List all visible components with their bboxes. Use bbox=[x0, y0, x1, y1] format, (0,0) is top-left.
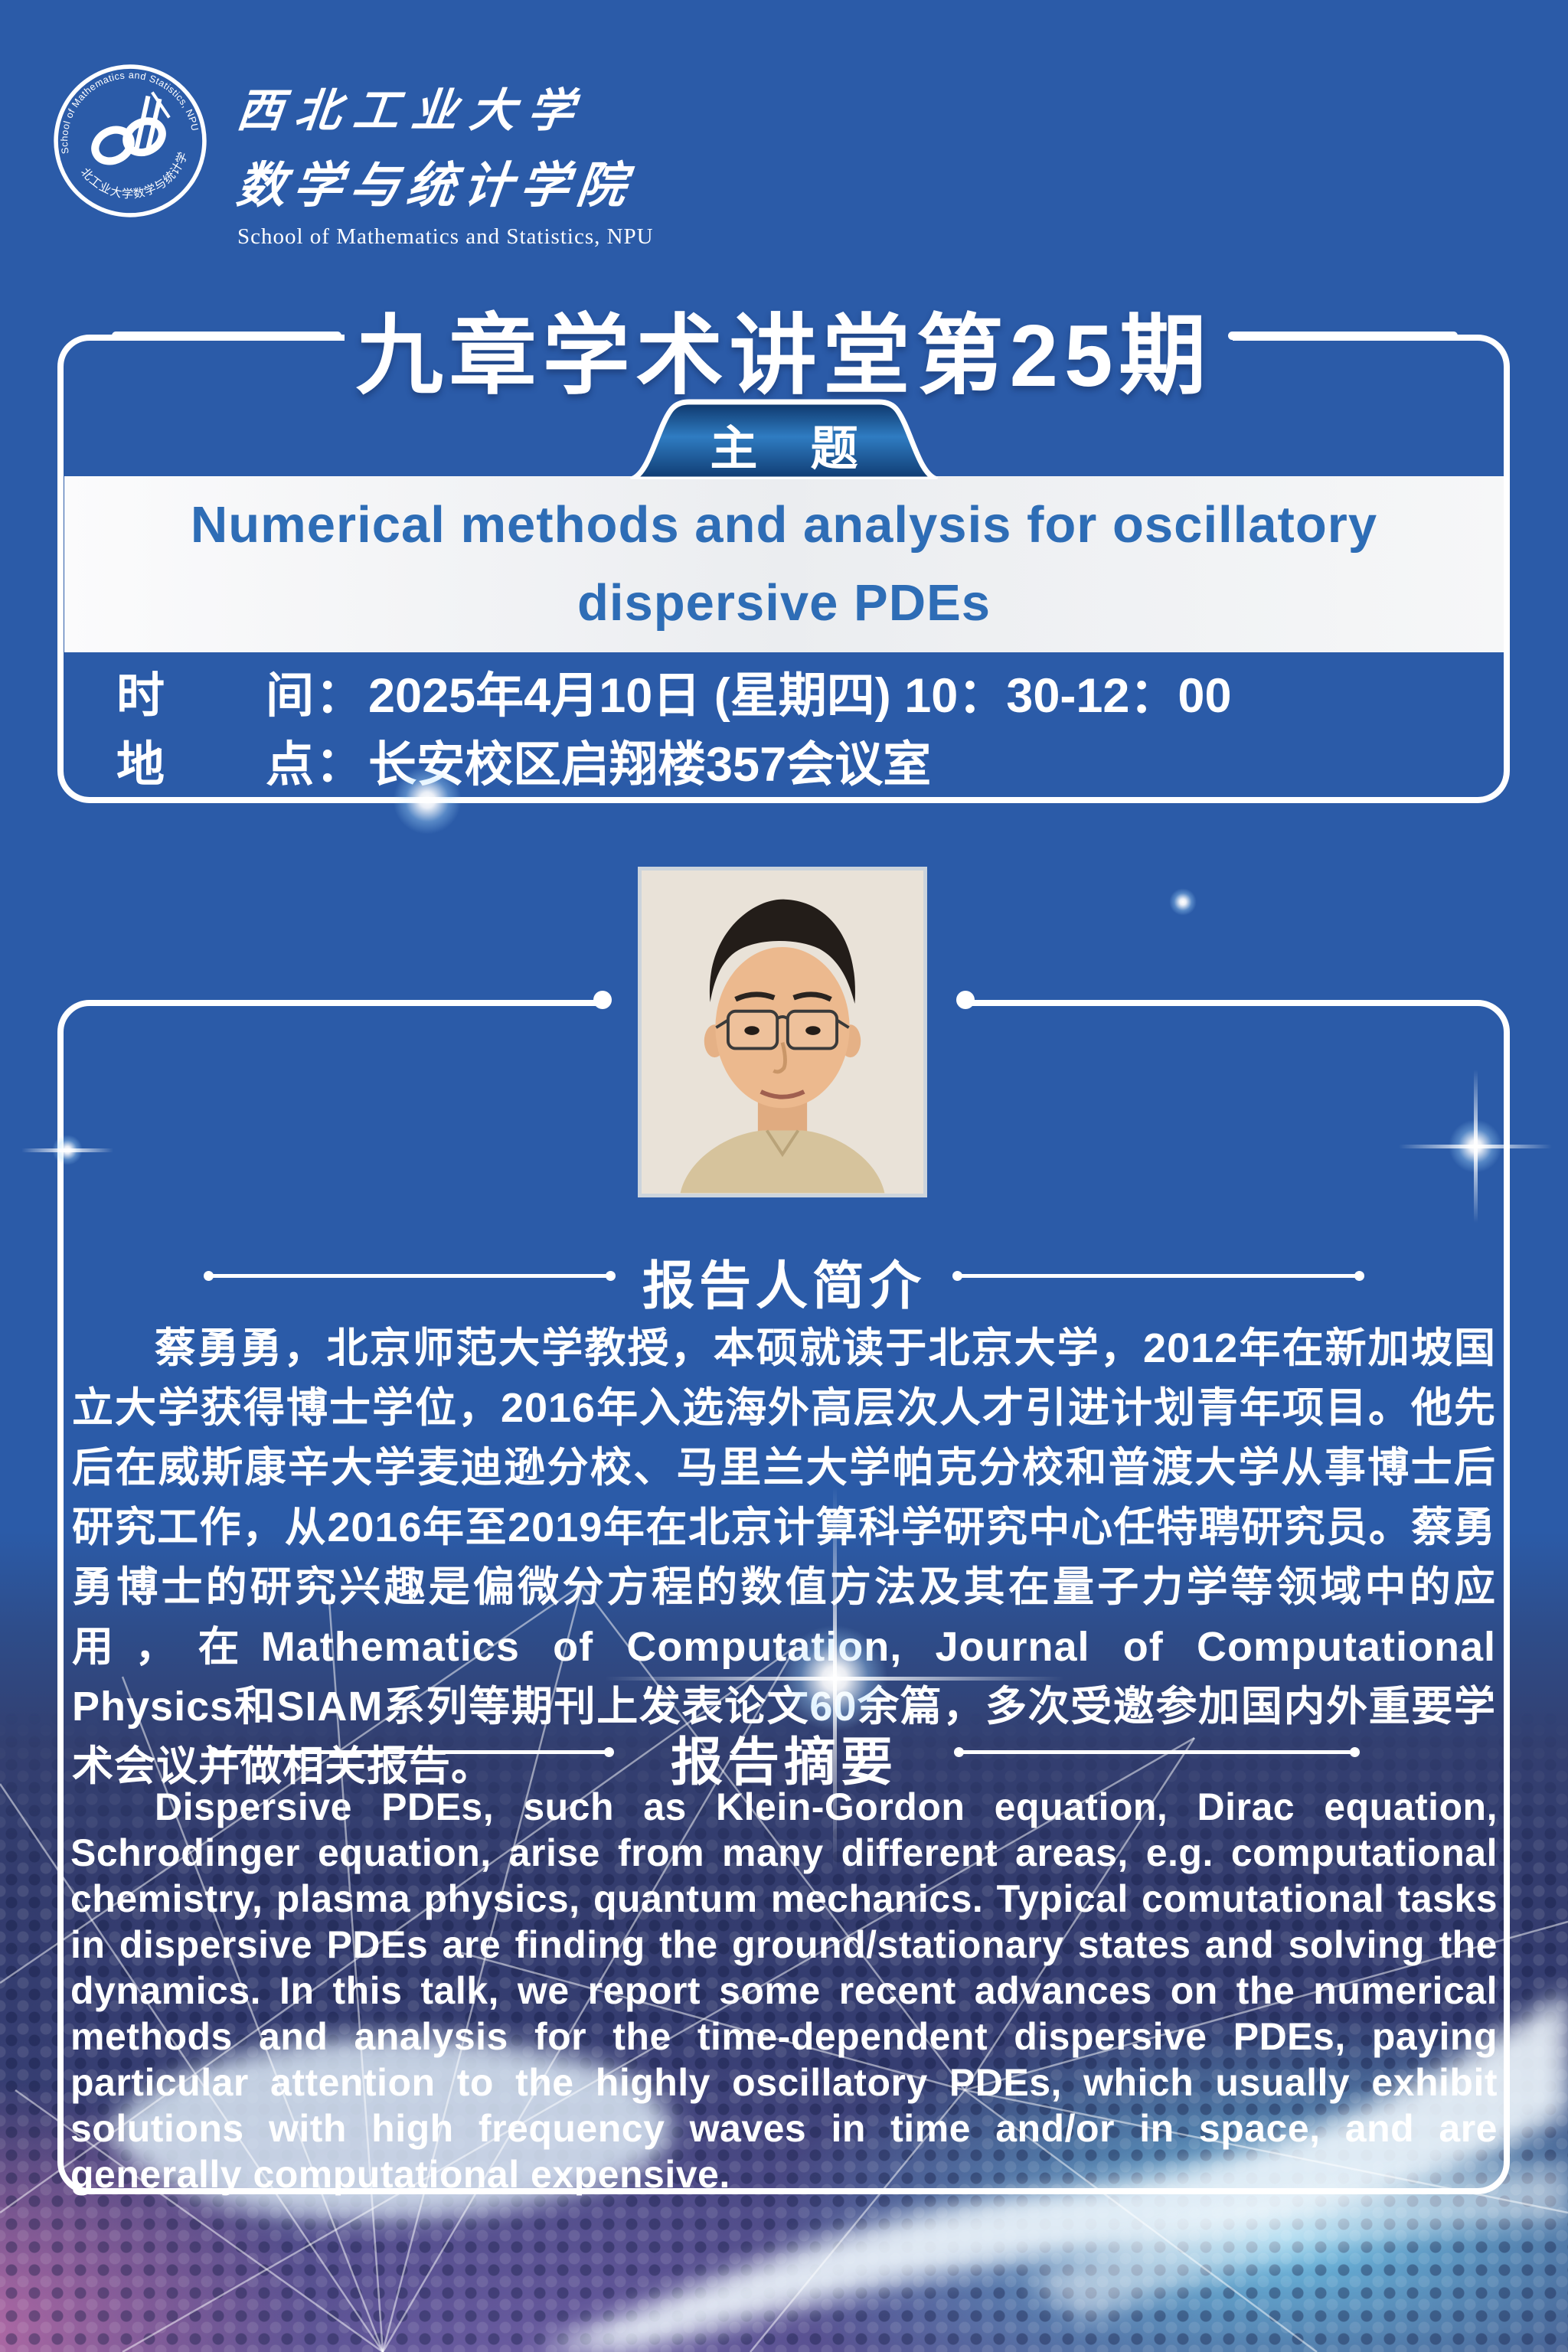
brand-text-block: 西北工业大学 数学与统计学院 School of Mathematics and… bbox=[234, 74, 654, 250]
talk-title-line-2: dispersive PDEs bbox=[577, 574, 991, 632]
talk-title-line-1: Numerical methods and analysis for oscil… bbox=[190, 496, 1378, 554]
speaker-photo bbox=[638, 867, 927, 1197]
white-wave bbox=[536, 1991, 1568, 2352]
university-name-calligraphy: 西北工业大学 bbox=[234, 85, 589, 136]
border-dot-left bbox=[593, 991, 612, 1009]
topic-badge-label: 主 题 bbox=[710, 423, 878, 475]
venue-label: 地 点 bbox=[116, 726, 314, 795]
venue-label-char-1: 地 bbox=[116, 738, 165, 792]
time-label-char-2: 间 bbox=[266, 669, 314, 723]
brand-header: School of Mathematics and Statistics, NP… bbox=[36, 47, 654, 250]
mesh-wave-graphic bbox=[0, 1583, 1568, 2352]
time-value: 2025年4月10日 (星期四) 10：30-12：00 bbox=[368, 669, 1232, 723]
topic-badge-shape bbox=[629, 399, 939, 479]
seal-emblem bbox=[91, 91, 171, 165]
speaker-portrait-graphic bbox=[642, 871, 923, 1194]
venue-row: 地 点 ： 长安校区启翔楼357会议室 bbox=[116, 726, 931, 795]
venue-colon: ： bbox=[315, 738, 364, 792]
masthead-line-left bbox=[112, 332, 341, 340]
white-wave-2 bbox=[1026, 2167, 1568, 2320]
abstract-rule-right bbox=[954, 1747, 1360, 1757]
topic-badge: 主 题 bbox=[626, 397, 942, 479]
time-label-char-1: 时 bbox=[116, 669, 165, 723]
mesh-lines bbox=[0, 1583, 1568, 2352]
school-name-calligraphy: 数学与统计学院 bbox=[234, 158, 637, 213]
time-colon: ： bbox=[315, 669, 364, 723]
series-title: 九章学术讲堂第25期 bbox=[355, 308, 1213, 405]
masthead-line-right bbox=[1228, 332, 1458, 340]
intro-rule-left bbox=[204, 1271, 616, 1281]
time-label: 时 间 bbox=[116, 657, 314, 727]
abstract-heading: 报告摘要 bbox=[670, 1733, 897, 1792]
venue-label-char-2: 点 bbox=[266, 738, 314, 792]
time-row: 时 间 ： 2025年4月10日 (星期四) 10：30-12：00 bbox=[116, 657, 1232, 727]
school-seal-logo: School of Mathematics and Statistics, NP… bbox=[36, 47, 207, 217]
border-dot-right bbox=[956, 991, 975, 1009]
abstract-text: Dispersive PDEs, such as Klein-Gordon eq… bbox=[70, 1785, 1498, 2196]
school-name-english: School of Mathematics and Statistics, NP… bbox=[237, 224, 654, 249]
intro-rule-right bbox=[952, 1271, 1364, 1281]
speaker-intro-heading: 报告人简介 bbox=[642, 1257, 926, 1315]
abstract-rule-left bbox=[208, 1747, 614, 1757]
title-border-cover bbox=[345, 323, 1233, 346]
light-blob bbox=[112, 2037, 671, 2220]
venue-value: 长安校区启翔楼357会议室 bbox=[368, 738, 932, 792]
talk-title-band: Numerical methods and analysis for oscil… bbox=[64, 476, 1504, 652]
